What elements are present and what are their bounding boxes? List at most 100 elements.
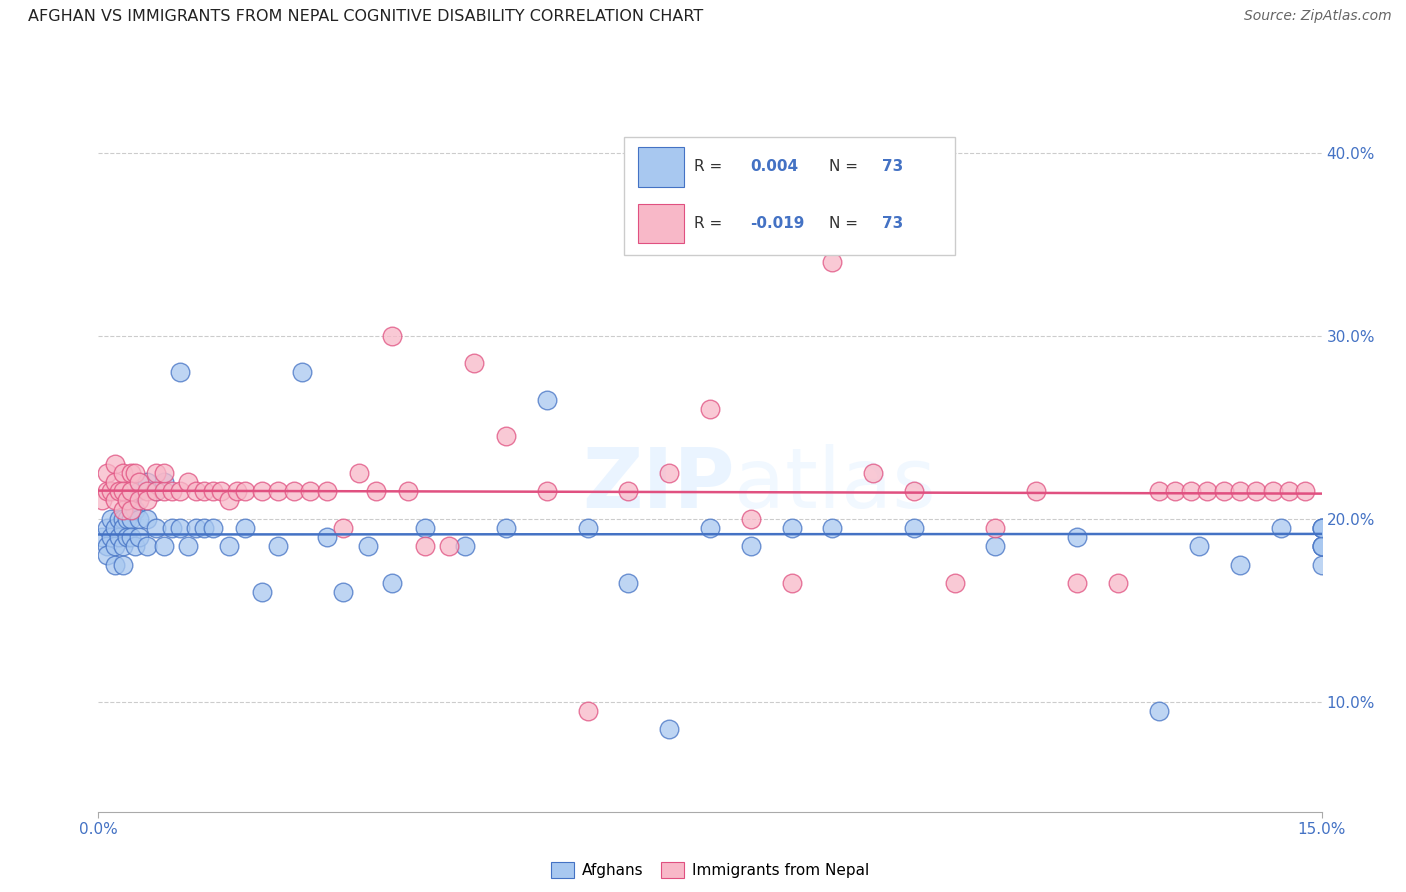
Point	[100, 484, 122, 499]
Point	[177, 475, 200, 490]
Point	[740, 539, 762, 553]
Point	[454, 539, 477, 553]
Point	[91, 493, 114, 508]
Point	[1107, 575, 1129, 590]
Point	[120, 493, 142, 508]
Point	[437, 539, 460, 553]
Point	[821, 255, 844, 269]
Text: N =: N =	[830, 160, 863, 175]
Point	[111, 558, 134, 572]
Point	[111, 512, 134, 526]
Point	[136, 512, 159, 526]
Point	[115, 530, 138, 544]
Point	[1147, 704, 1170, 718]
Point	[903, 484, 925, 499]
Point	[658, 466, 681, 480]
Point	[699, 401, 721, 416]
Point	[108, 530, 131, 544]
Point	[152, 466, 174, 480]
Point	[193, 484, 215, 499]
Point	[943, 575, 966, 590]
Point	[96, 484, 118, 499]
Point	[1294, 484, 1316, 499]
Point	[96, 521, 118, 535]
Point	[104, 475, 127, 490]
Point	[332, 521, 354, 535]
Bar	[637, 204, 683, 244]
Point	[1066, 530, 1088, 544]
Point	[96, 539, 118, 553]
Point	[283, 484, 305, 499]
Point	[177, 539, 200, 553]
Text: atlas: atlas	[734, 444, 936, 525]
Point	[128, 484, 150, 499]
Text: ZIP: ZIP	[582, 444, 734, 525]
Point	[617, 484, 640, 499]
FancyBboxPatch shape	[624, 136, 955, 255]
Point	[536, 392, 558, 407]
Text: R =: R =	[693, 160, 727, 175]
Point	[536, 484, 558, 499]
Point	[108, 484, 131, 499]
Point	[381, 575, 404, 590]
Point	[495, 521, 517, 535]
Point	[1310, 558, 1333, 572]
Point	[218, 493, 240, 508]
Point	[1310, 539, 1333, 553]
Point	[111, 502, 134, 516]
Point	[104, 558, 127, 572]
Point	[291, 365, 314, 379]
Point	[413, 521, 436, 535]
Text: Source: ZipAtlas.com: Source: ZipAtlas.com	[1244, 9, 1392, 23]
Point	[136, 493, 159, 508]
Point	[233, 484, 256, 499]
Point	[209, 484, 232, 499]
Point	[658, 723, 681, 737]
Point	[186, 484, 208, 499]
Point	[576, 704, 599, 718]
Text: -0.019: -0.019	[749, 216, 804, 231]
Point	[349, 466, 371, 480]
Point	[1229, 558, 1251, 572]
Bar	[637, 147, 683, 186]
Point	[91, 530, 114, 544]
Point	[201, 521, 224, 535]
Point	[124, 539, 146, 553]
Point	[315, 484, 337, 499]
Point	[124, 502, 146, 516]
Text: 0.004: 0.004	[749, 160, 799, 175]
Point	[120, 530, 142, 544]
Point	[96, 466, 118, 480]
Point	[1164, 484, 1187, 499]
Point	[186, 521, 208, 535]
Point	[1229, 484, 1251, 499]
Point	[145, 521, 167, 535]
Legend: Afghans, Immigrants from Nepal: Afghans, Immigrants from Nepal	[544, 856, 876, 884]
Point	[100, 530, 122, 544]
Point	[104, 539, 127, 553]
Point	[617, 575, 640, 590]
Point	[1310, 539, 1333, 553]
Point	[299, 484, 322, 499]
Point	[152, 539, 174, 553]
Point	[699, 521, 721, 535]
Point	[250, 585, 273, 599]
Point	[315, 530, 337, 544]
Point	[152, 484, 174, 499]
Point	[128, 493, 150, 508]
Point	[226, 484, 249, 499]
Point	[120, 512, 142, 526]
Point	[145, 484, 167, 499]
Point	[100, 512, 122, 526]
Point	[160, 521, 183, 535]
Point	[111, 539, 134, 553]
Point	[903, 521, 925, 535]
Point	[862, 466, 884, 480]
Point	[104, 521, 127, 535]
Point	[145, 466, 167, 480]
Point	[1310, 521, 1333, 535]
Point	[1066, 575, 1088, 590]
Point	[1270, 521, 1292, 535]
Point	[267, 539, 290, 553]
Point	[160, 484, 183, 499]
